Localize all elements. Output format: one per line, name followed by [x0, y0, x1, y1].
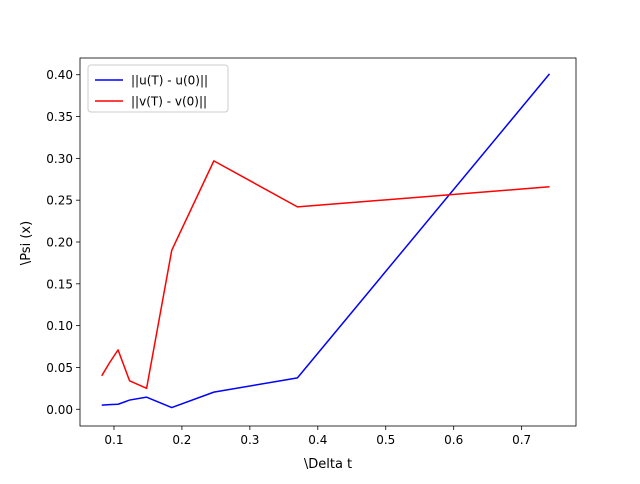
y-tick-label: 0.00: [46, 403, 73, 417]
series-line-1: [101, 73, 551, 409]
y-tick-label: 0.10: [46, 319, 73, 333]
x-tick-label: 0.5: [376, 433, 395, 447]
y-tick-label: 0.30: [46, 152, 73, 166]
x-tick-label: 0.1: [104, 433, 123, 447]
y-tick-label: 0.40: [46, 68, 73, 82]
legend: ||u(T) - u(0)|| ||v(T) - v(0)||: [87, 64, 229, 113]
x-axis-label: \Delta t: [304, 457, 352, 472]
x-tick-label: 0.6: [444, 433, 463, 447]
x-tick-label: 0.2: [172, 433, 191, 447]
x-tick-label: 0.4: [308, 433, 327, 447]
y-tick-label: 0.05: [46, 361, 73, 375]
x-tick-label: 0.3: [240, 433, 259, 447]
y-tick-label: 0.25: [46, 194, 73, 208]
y-tick-label: 0.35: [46, 110, 73, 124]
y-axis-label: \Psi (x): [19, 221, 34, 265]
legend-label-2: ||v(T) - v(0)||: [131, 95, 207, 109]
legend-label-1: ||u(T) - u(0)||: [131, 74, 208, 88]
y-tick-label: 0.15: [46, 277, 73, 291]
y-tick-label: 0.20: [46, 236, 73, 250]
series-line-2: [101, 160, 550, 390]
x-tick-label: 0.7: [512, 433, 531, 447]
